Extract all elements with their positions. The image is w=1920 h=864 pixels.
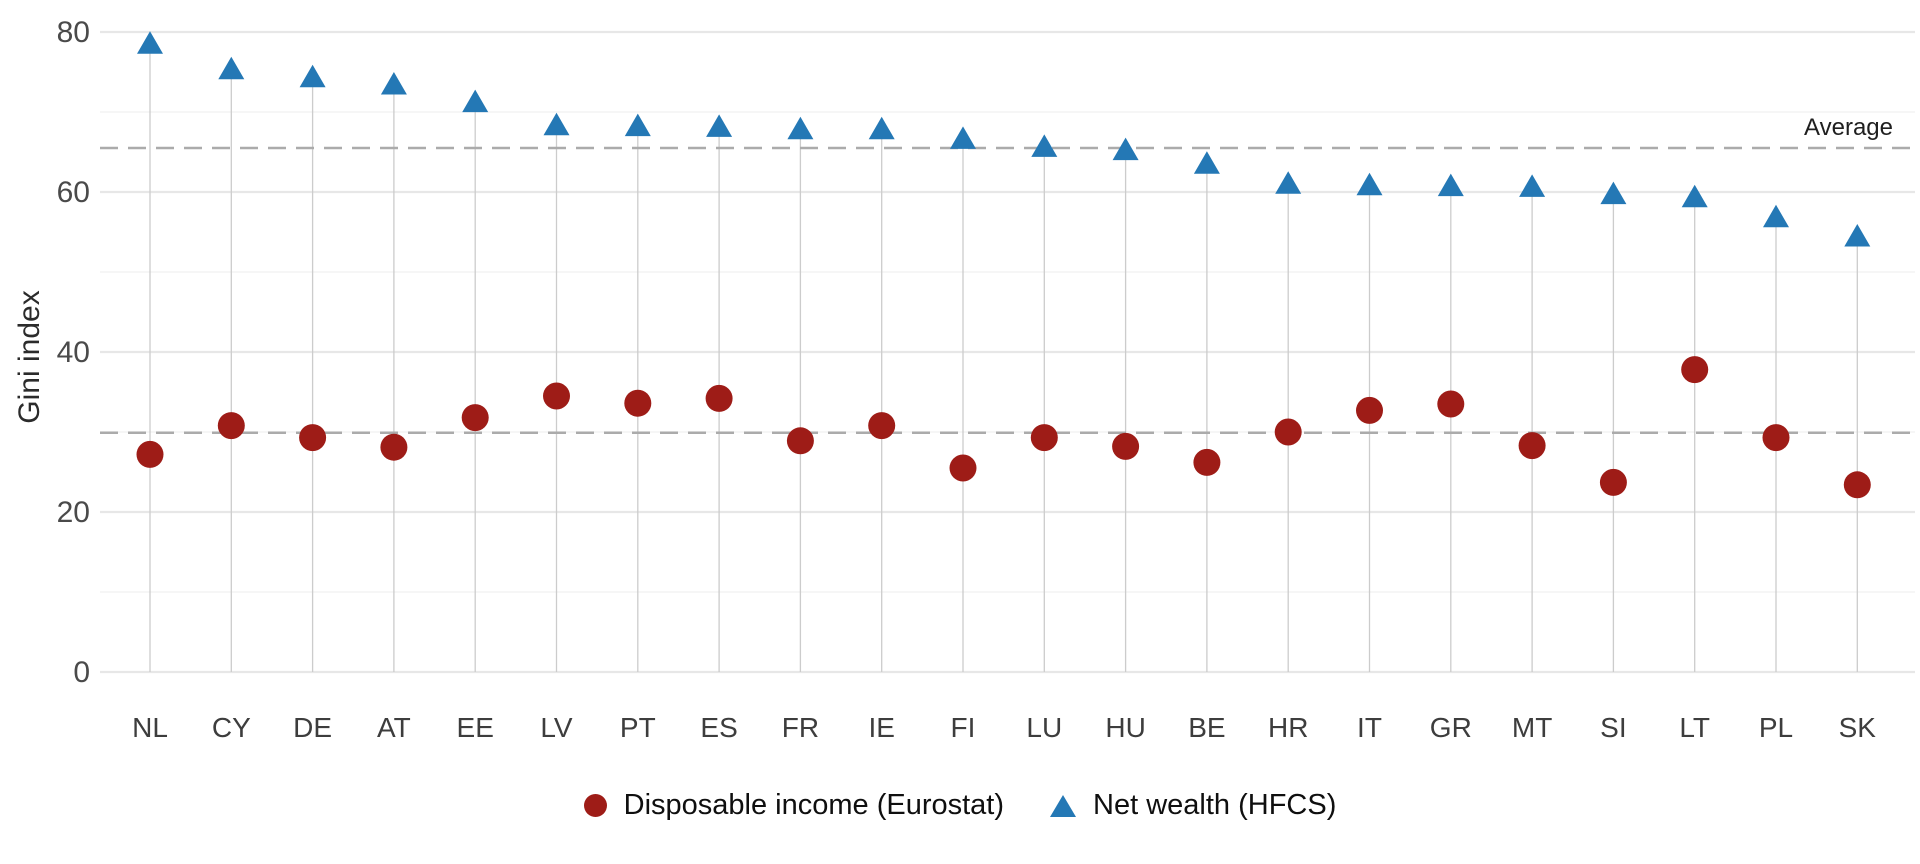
legend-label-disposable-income: Disposable income (Eurostat) bbox=[623, 789, 1005, 821]
x-tick-label: LU bbox=[1026, 712, 1062, 743]
circle-marker-icon bbox=[583, 794, 607, 817]
disposable-income-marker bbox=[1193, 448, 1221, 476]
net-wealth-marker bbox=[1763, 204, 1789, 228]
disposable-income-marker bbox=[543, 382, 570, 410]
x-tick-label: LV bbox=[540, 712, 572, 743]
net-wealth-marker bbox=[1275, 171, 1302, 194]
x-tick-label: CY bbox=[212, 712, 251, 743]
net-wealth-marker bbox=[543, 112, 570, 136]
y-tick-label: 20 bbox=[57, 496, 90, 529]
net-wealth-marker bbox=[218, 56, 245, 80]
x-tick-label: PT bbox=[620, 712, 656, 743]
net-wealth-marker bbox=[1600, 181, 1627, 205]
y-tick-label: 60 bbox=[57, 176, 90, 209]
disposable-income-marker bbox=[1599, 468, 1627, 496]
disposable-income-marker bbox=[1681, 356, 1709, 384]
disposable-income-marker bbox=[1356, 396, 1383, 424]
y-tick-label: 80 bbox=[57, 16, 90, 49]
legend-label-net-wealth: Net wealth (HFCS) bbox=[1093, 789, 1337, 821]
disposable-income-marker bbox=[1437, 390, 1465, 418]
net-wealth-marker bbox=[1844, 224, 1871, 247]
net-wealth-marker bbox=[380, 72, 407, 95]
disposable-income-marker bbox=[1112, 432, 1140, 460]
x-tick-label: HU bbox=[1105, 712, 1145, 743]
x-tick-label: GR bbox=[1430, 712, 1472, 743]
x-tick-label: DE bbox=[293, 712, 332, 743]
disposable-income-marker bbox=[461, 404, 489, 432]
y-tick-label: 40 bbox=[57, 336, 90, 369]
average-line-label: Average bbox=[1804, 114, 1893, 141]
x-tick-label: FI bbox=[951, 712, 976, 743]
x-tick-label: LT bbox=[1679, 712, 1710, 743]
x-tick-label: IT bbox=[1357, 712, 1382, 743]
disposable-income-marker bbox=[868, 412, 896, 440]
legend-item-net-wealth: Net wealth (HFCS) bbox=[1050, 789, 1336, 822]
disposable-income-marker bbox=[786, 427, 814, 455]
x-tick-label: EE bbox=[457, 712, 494, 743]
net-wealth-marker bbox=[462, 89, 489, 113]
legend-item-disposable-income: Disposable income (Eurostat) bbox=[583, 789, 1005, 822]
disposable-income-marker bbox=[1518, 432, 1546, 460]
net-wealth-marker bbox=[1112, 137, 1139, 161]
y-tick-label: 0 bbox=[73, 656, 90, 689]
x-tick-label: HR bbox=[1268, 712, 1308, 743]
y-axis-title: Gini index bbox=[13, 290, 46, 424]
x-tick-label: MT bbox=[1512, 712, 1552, 743]
net-wealth-marker bbox=[1193, 151, 1220, 174]
net-wealth-marker bbox=[299, 64, 326, 88]
disposable-income-marker bbox=[299, 424, 327, 452]
net-wealth-marker bbox=[624, 113, 651, 137]
x-tick-label: AT bbox=[377, 712, 411, 743]
x-tick-label: PL bbox=[1759, 712, 1793, 743]
net-wealth-marker bbox=[950, 126, 976, 149]
net-wealth-marker bbox=[1356, 172, 1383, 196]
disposable-income-marker bbox=[1843, 471, 1871, 499]
x-tick-label: SK bbox=[1839, 712, 1877, 743]
disposable-income-marker bbox=[705, 384, 733, 412]
triangle-marker-icon bbox=[1050, 794, 1077, 817]
chart-legend: Disposable income (Eurostat) Net wealth … bbox=[0, 789, 1920, 822]
x-tick-label: BE bbox=[1188, 712, 1225, 743]
disposable-income-marker bbox=[217, 412, 245, 440]
disposable-income-marker bbox=[1030, 424, 1058, 452]
x-tick-label: IE bbox=[868, 712, 894, 743]
disposable-income-marker bbox=[1762, 424, 1790, 452]
net-wealth-marker bbox=[137, 31, 163, 54]
disposable-income-marker bbox=[136, 440, 164, 468]
disposable-income-marker bbox=[1274, 418, 1302, 446]
x-tick-label: FR bbox=[782, 712, 819, 743]
net-wealth-marker bbox=[787, 116, 814, 140]
net-wealth-marker bbox=[1437, 173, 1464, 197]
net-wealth-marker bbox=[1031, 134, 1058, 157]
net-wealth-marker bbox=[1681, 184, 1708, 208]
net-wealth-marker bbox=[706, 114, 733, 137]
disposable-income-marker bbox=[949, 454, 977, 482]
x-tick-label: SI bbox=[1600, 712, 1626, 743]
x-tick-label: ES bbox=[700, 712, 737, 743]
x-tick-label: NL bbox=[132, 712, 168, 743]
disposable-income-marker bbox=[624, 389, 652, 417]
disposable-income-marker bbox=[380, 433, 408, 461]
net-wealth-marker bbox=[868, 116, 895, 140]
net-wealth-marker bbox=[1519, 174, 1546, 197]
